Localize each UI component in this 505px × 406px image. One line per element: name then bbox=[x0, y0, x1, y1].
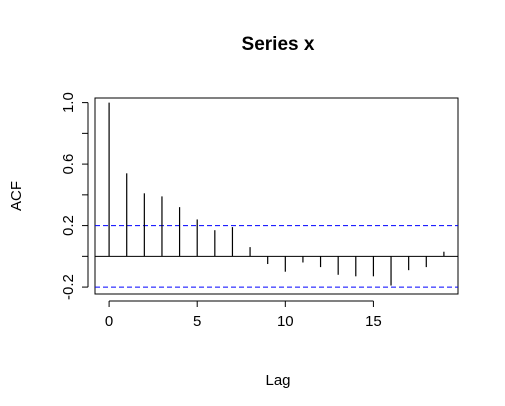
y-axis-label: ACF bbox=[8, 181, 25, 211]
x-tick-label-0: 0 bbox=[105, 313, 113, 330]
y-tick-label-1: 1.0 bbox=[60, 92, 77, 113]
y-tick-label-neg0_2: -0.2 bbox=[60, 274, 77, 300]
x-tick-label-10: 10 bbox=[277, 313, 294, 330]
x-axis-label: Lag bbox=[265, 372, 290, 389]
plot-area: 0 5 10 15 -0.2 0.2 0.6 1.0 bbox=[60, 92, 459, 330]
plot-frame bbox=[94, 97, 459, 295]
x-tick-label-5: 5 bbox=[193, 313, 201, 330]
y-tick-label-0_2: 0.2 bbox=[60, 215, 77, 236]
y-tick-label-0_6: 0.6 bbox=[60, 154, 77, 175]
x-tick-label-15: 15 bbox=[365, 313, 382, 330]
chart-title: Series x bbox=[242, 34, 315, 55]
